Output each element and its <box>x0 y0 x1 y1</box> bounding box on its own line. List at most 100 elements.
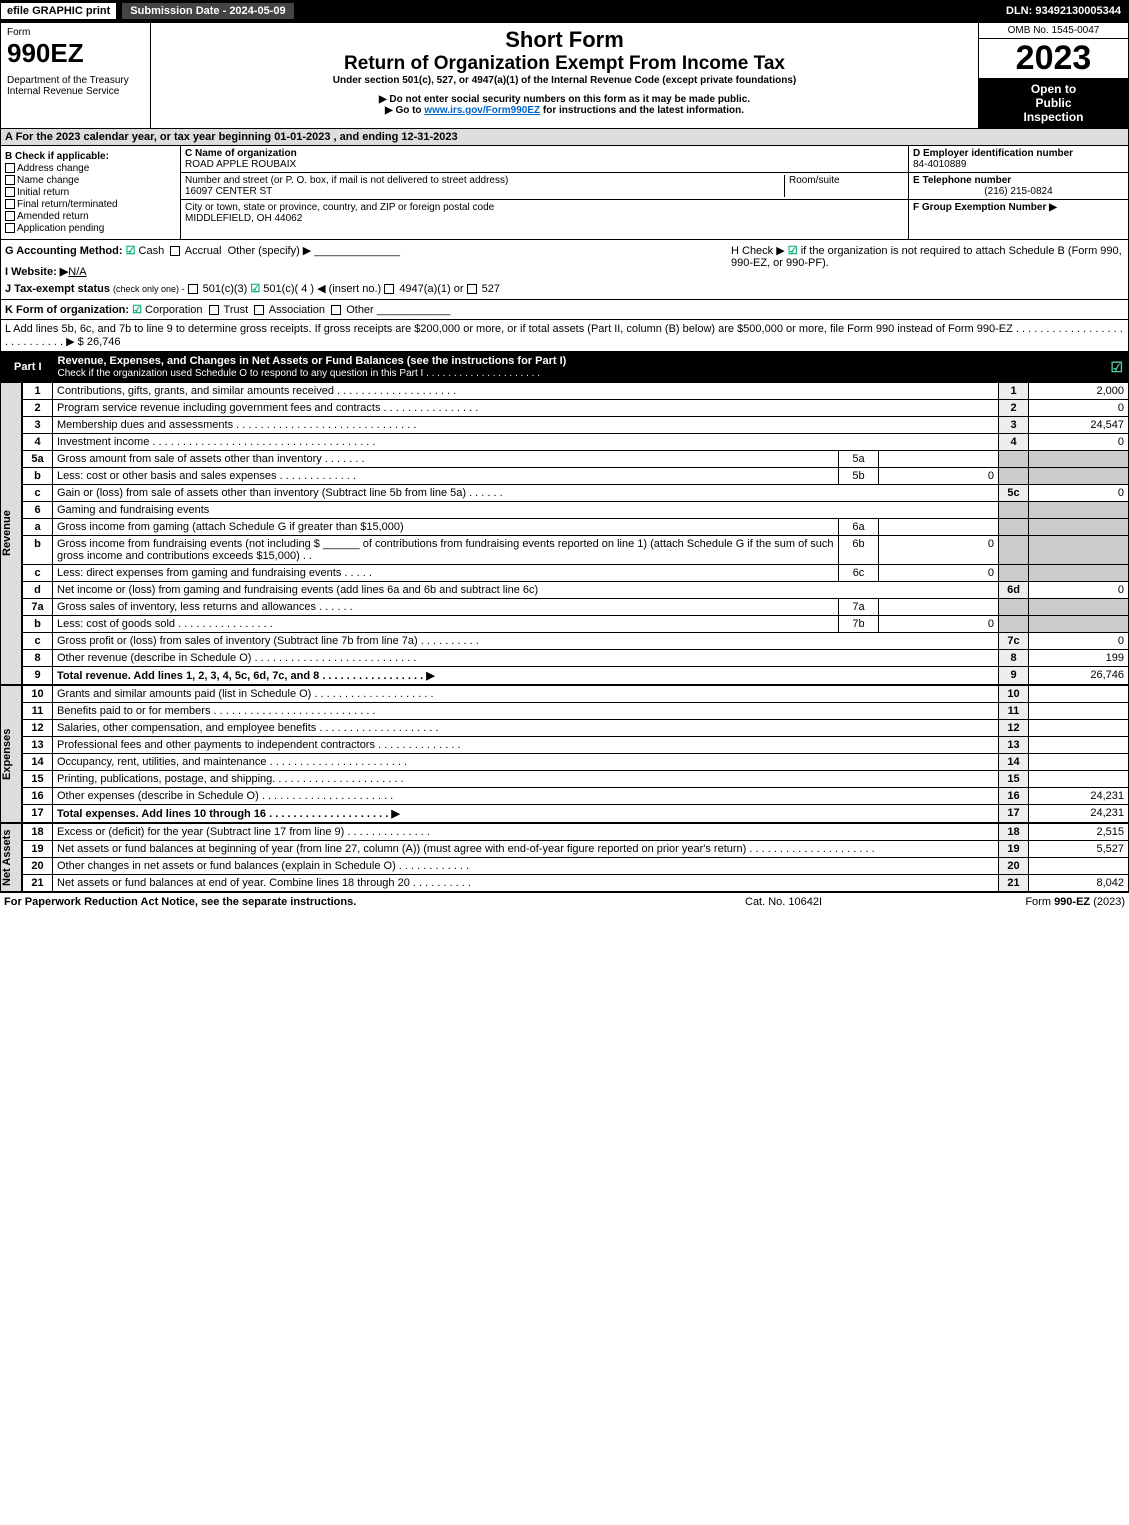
form-id-block: Form 990EZ Department of the Treasury In… <box>1 23 151 128</box>
line-6a: aGross income from gaming (attach Schedu… <box>23 519 1129 536</box>
open-public-badge: Open to Public Inspection <box>979 78 1128 128</box>
paperwork-notice: For Paperwork Reduction Act Notice, see … <box>4 896 745 908</box>
short-form-title: Short Form <box>159 27 970 53</box>
i-label: I Website: ▶ <box>5 266 68 278</box>
line-a-tax-year: A For the 2023 calendar year, or tax yea… <box>0 129 1129 146</box>
line-6c: cLess: direct expenses from gaming and f… <box>23 565 1129 582</box>
open-3: Inspection <box>983 110 1124 124</box>
section-l: L Add lines 5b, 6c, and 7b to line 9 to … <box>0 320 1129 352</box>
cb-accrual[interactable] <box>170 246 180 256</box>
line-6d: dNet income or (loss) from gaming and fu… <box>23 582 1129 599</box>
tax-year: 2023 <box>979 39 1128 78</box>
section-b-header: B Check if applicable: <box>5 151 176 162</box>
open-2: Public <box>983 96 1124 110</box>
cb-final-return[interactable]: Final return/terminated <box>5 199 176 210</box>
c-suite-label: Room/suite <box>784 175 904 197</box>
cb-527[interactable] <box>467 284 477 294</box>
part-1-label: Part I <box>6 361 50 373</box>
line-18: 18Excess or (deficit) for the year (Subt… <box>23 824 1129 841</box>
section-def: D Employer identification number 84-4010… <box>908 146 1128 239</box>
cat-number: Cat. No. 10642I <box>745 896 945 908</box>
ssn-warning: ▶ Do not enter social security numbers o… <box>159 94 970 105</box>
d-label: D Employer identification number <box>913 148 1124 159</box>
section-g: G Accounting Method: ☑ Cash Accrual Othe… <box>5 244 725 257</box>
gross-receipts: 26,746 <box>87 336 121 348</box>
line-14: 14Occupancy, rent, utilities, and mainte… <box>23 754 1129 771</box>
submission-date: Submission Date - 2024-05-09 <box>121 2 294 20</box>
j-label: J Tax-exempt status <box>5 283 110 295</box>
return-title: Return of Organization Exempt From Incom… <box>159 53 970 75</box>
line-5b: bLess: cost or other basis and sales exp… <box>23 468 1129 485</box>
line-7a: 7aGross sales of inventory, less returns… <box>23 599 1129 616</box>
cb-501c3[interactable] <box>188 284 198 294</box>
cb-application-pending[interactable]: Application pending <box>5 223 176 234</box>
goto-note: ▶ Go to www.irs.gov/Form990EZ for instru… <box>159 105 970 116</box>
section-k: K Form of organization: ☑ Corporation Tr… <box>0 300 1129 320</box>
cb-association[interactable] <box>254 305 264 315</box>
expenses-section: Expenses 10Grants and similar amounts pa… <box>0 685 1129 823</box>
expenses-label: Expenses <box>0 685 22 823</box>
dept-2: Internal Revenue Service <box>7 86 144 97</box>
dln-number: DLN: 93492130005344 <box>998 3 1129 19</box>
cb-4947[interactable] <box>384 284 394 294</box>
page-footer: For Paperwork Reduction Act Notice, see … <box>0 892 1129 911</box>
f-label: F Group Exemption Number ▶ <box>913 202 1124 213</box>
section-h: H Check ▶ ☑ if the organization is not r… <box>725 244 1124 295</box>
c-city-label: City or town, state or province, country… <box>185 202 904 213</box>
cb-other-org[interactable] <box>331 305 341 315</box>
section-j: J Tax-exempt status (check only one) - 5… <box>5 282 725 295</box>
cb-initial-return[interactable]: Initial return <box>5 187 176 198</box>
c-street-label: Number and street (or P. O. box, if mail… <box>185 175 784 186</box>
cb-corporation-icon: ☑ <box>132 304 142 316</box>
l-text: L Add lines 5b, 6c, and 7b to line 9 to … <box>5 323 1123 348</box>
line-5c: cGain or (loss) from sale of assets othe… <box>23 485 1129 502</box>
cb-schedule-b-icon: ☑ <box>788 245 798 257</box>
cb-address-change[interactable]: Address change <box>5 163 176 174</box>
line-3: 3Membership dues and assessments . . . .… <box>23 417 1129 434</box>
line-15: 15Printing, publications, postage, and s… <box>23 771 1129 788</box>
section-bcdef: B Check if applicable: Address change Na… <box>0 146 1129 240</box>
line-21: 21Net assets or fund balances at end of … <box>23 875 1129 892</box>
form-word: Form <box>7 27 144 38</box>
goto-post: for instructions and the latest informat… <box>540 105 744 116</box>
c-name-label: C Name of organization <box>185 148 904 159</box>
top-bar: efile GRAPHIC print Submission Date - 20… <box>0 0 1129 22</box>
g-accrual: Accrual <box>185 245 222 257</box>
form-right-block: OMB No. 1545-0047 2023 Open to Public In… <box>978 23 1128 128</box>
line-7c: cGross profit or (loss) from sales of in… <box>23 633 1129 650</box>
line-12: 12Salaries, other compensation, and empl… <box>23 720 1129 737</box>
revenue-table: 1Contributions, gifts, grants, and simil… <box>22 382 1129 685</box>
org-city: MIDDLEFIELD, OH 44062 <box>185 213 904 224</box>
efile-label[interactable]: efile GRAPHIC print <box>0 2 117 20</box>
cb-name-change[interactable]: Name change <box>5 175 176 186</box>
cb-amended-return[interactable]: Amended return <box>5 211 176 222</box>
net-assets-section: Net Assets 18Excess or (deficit) for the… <box>0 823 1129 892</box>
form-header: Form 990EZ Department of the Treasury In… <box>0 22 1129 129</box>
revenue-label: Revenue <box>0 382 22 685</box>
line-10: 10Grants and similar amounts paid (list … <box>23 686 1129 703</box>
open-1: Open to <box>983 82 1124 96</box>
g-cash: Cash <box>139 245 165 257</box>
net-assets-table: 18Excess or (deficit) for the year (Subt… <box>22 823 1129 892</box>
line-4: 4Investment income . . . . . . . . . . .… <box>23 434 1129 451</box>
omb-number: OMB No. 1545-0047 <box>979 23 1128 39</box>
cb-trust[interactable] <box>209 305 219 315</box>
website-value: N/A <box>68 266 86 278</box>
line-13: 13Professional fees and other payments t… <box>23 737 1129 754</box>
part-1-header: Part I Revenue, Expenses, and Changes in… <box>0 352 1129 382</box>
h-label: H Check ▶ <box>731 245 785 257</box>
line-2: 2Program service revenue including gover… <box>23 400 1129 417</box>
org-street: 16097 CENTER ST <box>185 186 784 197</box>
phone-value: (216) 215-0824 <box>913 186 1124 197</box>
ein-value: 84-4010889 <box>913 159 1124 170</box>
line-5a: 5aGross amount from sale of assets other… <box>23 451 1129 468</box>
irs-link[interactable]: www.irs.gov/Form990EZ <box>424 105 540 116</box>
cb-501c-icon: ☑ <box>250 283 260 295</box>
expenses-table: 10Grants and similar amounts paid (list … <box>22 685 1129 823</box>
section-subtitle: Under section 501(c), 527, or 4947(a)(1)… <box>159 75 970 86</box>
section-i: I Website: ▶N/A <box>5 265 725 278</box>
line-17: 17Total expenses. Add lines 10 through 1… <box>23 805 1129 823</box>
k-label: K Form of organization: <box>5 304 129 316</box>
section-c: C Name of organization ROAD APPLE ROUBAI… <box>181 146 908 239</box>
dept-1: Department of the Treasury <box>7 75 144 86</box>
